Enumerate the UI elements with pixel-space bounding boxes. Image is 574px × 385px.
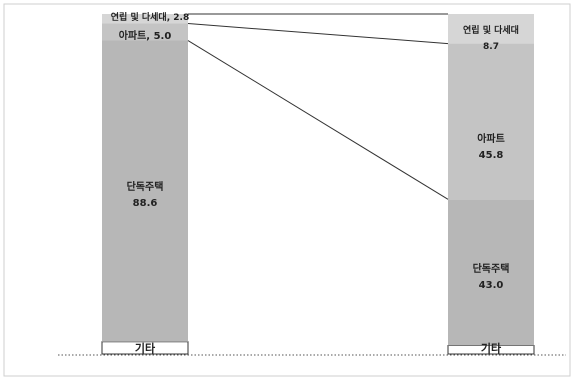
chart-frame: [3, 3, 571, 377]
bar-segment: [102, 23, 188, 41]
data-label-detached-1980: 단독주택: [127, 180, 164, 193]
bar-segment: [448, 43, 534, 200]
data-label-other-1980: 기타: [135, 341, 156, 355]
data-label-detached-2010: 단독주택: [473, 262, 510, 275]
bar-segment: [448, 14, 534, 44]
bar-segment: [101, 341, 189, 355]
bar-segment: [448, 199, 534, 346]
data-label-detached-2010: 43.0: [479, 280, 504, 291]
data-label-apartment-1980: 아파트, 5.0: [119, 29, 172, 42]
data-label-row-house-1980: 연립 및 다세대, 2.8: [111, 11, 189, 23]
bar-segment: [102, 40, 188, 342]
data-label-other-2010: 기타: [481, 341, 502, 355]
bar-segment: [102, 14, 188, 24]
data-label-detached-1980: 88.6: [133, 198, 158, 209]
connector-line: [187, 23, 449, 45]
data-label-row-house-2010: 연립 및 다세대: [463, 24, 519, 36]
data-label-row-house-2010: 8.7: [483, 42, 499, 52]
connector-line: [187, 40, 449, 200]
data-label-apartment-2010: 45.8: [479, 150, 504, 161]
data-label-apartment-2010: 아파트: [477, 132, 505, 145]
